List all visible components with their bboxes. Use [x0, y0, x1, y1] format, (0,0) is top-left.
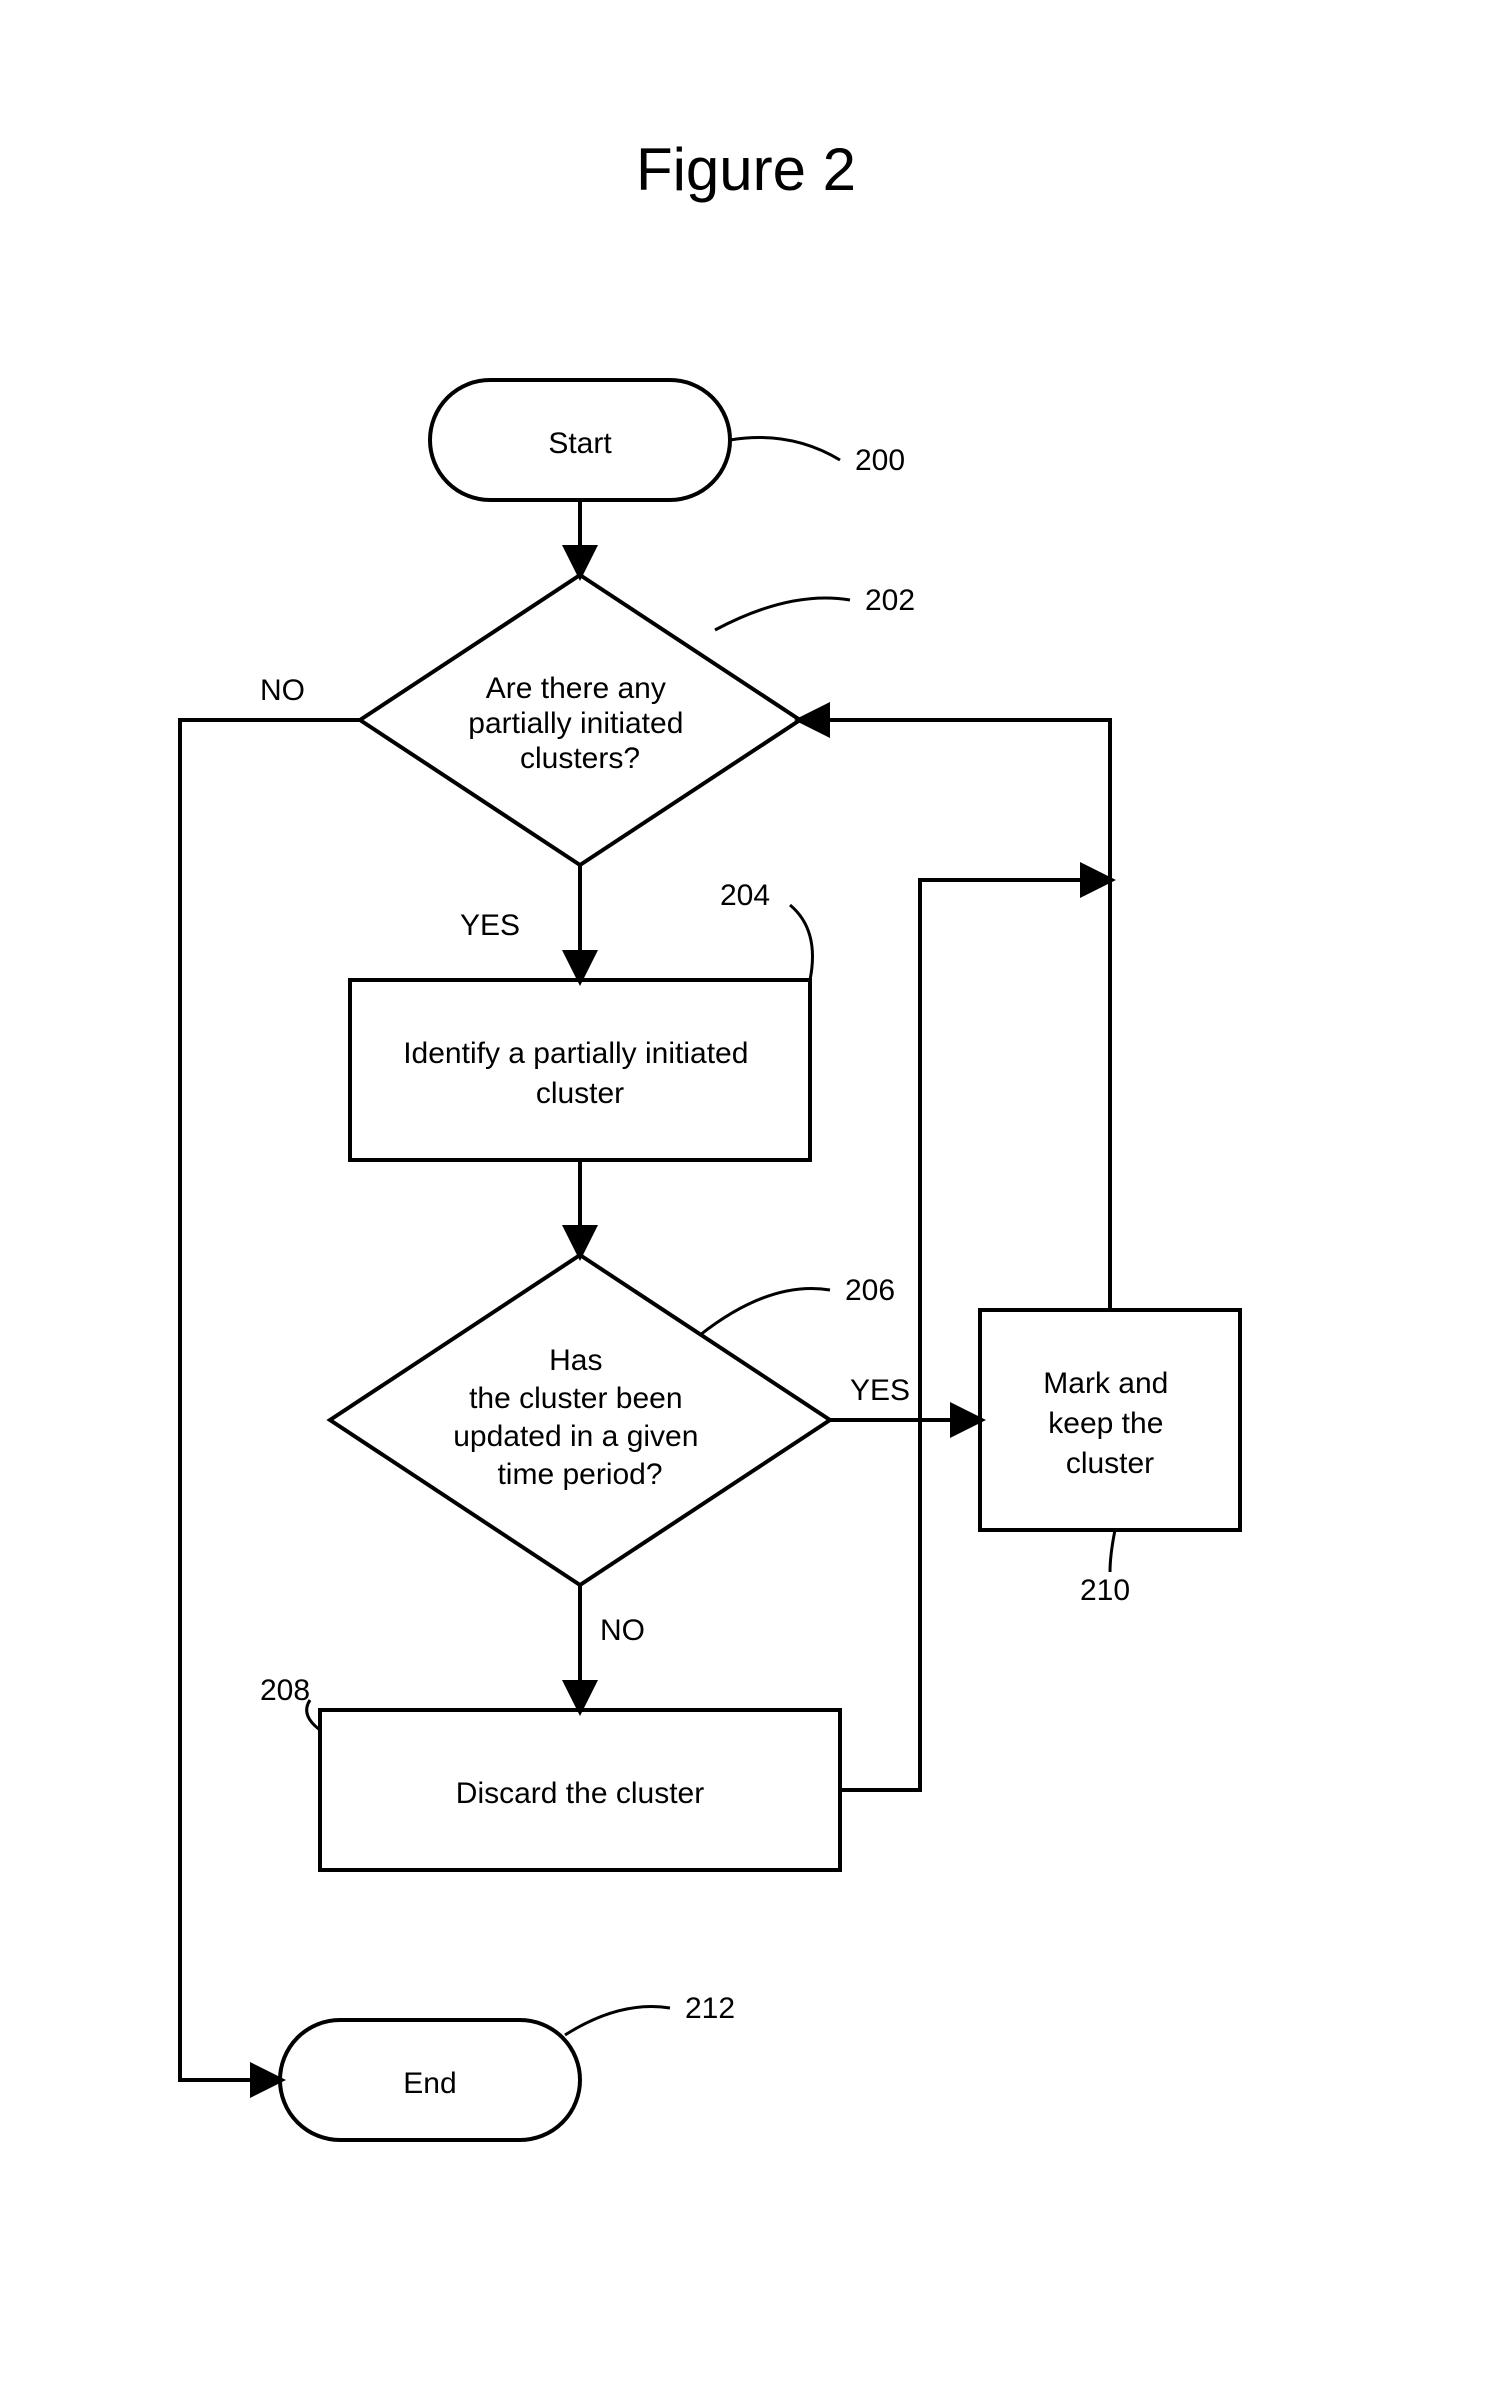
- figure-title: Figure 2: [636, 136, 856, 203]
- edge-d1-end: [180, 720, 360, 2080]
- leader-206: [700, 1288, 830, 1335]
- node-start-label: Start: [548, 427, 612, 460]
- label-d2-no: NO: [600, 1614, 645, 1647]
- edge-p3-d1: [800, 720, 1110, 1310]
- leader-212: [565, 2007, 670, 2035]
- leader-204: [790, 905, 813, 980]
- label-d2-yes: YES: [850, 1374, 910, 1407]
- ref-200: 200: [855, 444, 905, 477]
- node-p1: [350, 980, 810, 1160]
- leader-202: [715, 598, 850, 630]
- leader-200: [730, 438, 840, 461]
- node-p2-text: Discard the cluster: [456, 1777, 704, 1810]
- ref-204: 204: [720, 879, 770, 912]
- leader-210: [1110, 1530, 1115, 1572]
- flowchart-svg: Figure 2 Start Are there any partially i…: [0, 0, 1492, 2392]
- node-end-label: End: [403, 2067, 456, 2100]
- label-d1-no: NO: [260, 674, 305, 707]
- ref-208: 208: [260, 1674, 310, 1707]
- ref-206: 206: [845, 1274, 895, 1307]
- ref-202: 202: [865, 584, 915, 617]
- label-d1-yes: YES: [460, 909, 520, 942]
- ref-210: 210: [1080, 1574, 1130, 1607]
- ref-212: 212: [685, 1992, 735, 2025]
